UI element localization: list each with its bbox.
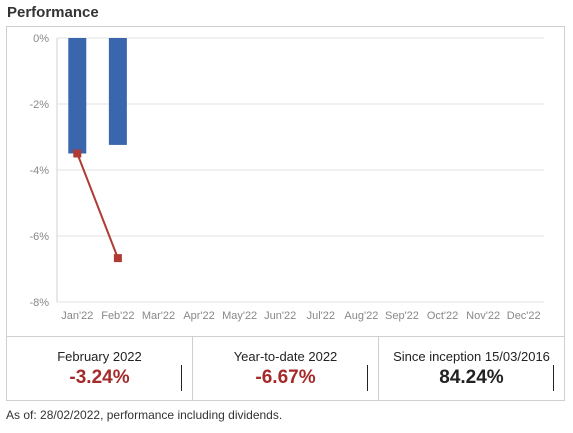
performance-chart: 0% -2% -4% -6% -8% Jan'22 Feb'22 Mar'22 Apr'22 Ma… [7, 27, 564, 336]
performance-panel: 0% -2% -4% -6% -8% Jan'22 Feb'22 Mar'22 Apr'22 Ma… [6, 26, 565, 401]
stat-month: February 2022 -3.24% [7, 337, 192, 401]
series-line [76, 153, 119, 259]
stat-divider [367, 365, 368, 391]
x-tick-label: Jul'22 [307, 310, 335, 322]
x-tick-label: Sep'22 [385, 310, 419, 322]
x-tick-label: Jun'22 [264, 310, 296, 322]
line-point [113, 254, 122, 263]
bar [68, 38, 87, 154]
stat-inception: Since inception 15/03/2016 84.24% [378, 337, 564, 401]
stat-divider [181, 365, 182, 391]
footnote: As of: 28/02/2022, performance including… [6, 408, 283, 422]
chart-title: Performance [7, 4, 99, 21]
stat-ytd-label: Year-to-date 2022 [233, 349, 338, 364]
x-tick-label: Nov'22 [466, 310, 500, 322]
x-tick-label: May'22 [222, 310, 257, 322]
x-tick-label: Apr'22 [183, 310, 214, 322]
stat-month-label: February 2022 [57, 349, 142, 364]
x-tick-label: Feb'22 [101, 310, 134, 322]
stat-ytd-value: -6.67% [255, 367, 316, 388]
stats-row: February 2022 -3.24% Year-to-date 2022 -… [7, 336, 564, 401]
stat-inception-label: Since inception 15/03/2016 [393, 349, 550, 364]
bar [108, 38, 127, 145]
stat-divider [553, 365, 554, 391]
chart-svg: 0% -2% -4% -6% -8% Jan'22 Feb'22 Mar'22 Apr'22 Ma… [29, 33, 544, 322]
line-point [73, 149, 82, 158]
x-tick-label: Aug'22 [344, 310, 378, 322]
stat-ytd: Year-to-date 2022 -6.67% [192, 337, 378, 401]
stat-month-value: -3.24% [69, 367, 130, 388]
stat-inception-value: 84.24% [439, 367, 504, 388]
x-tick-label: Mar'22 [142, 310, 175, 322]
y-tick-label: 0% [33, 33, 49, 45]
x-tick-label: Dec'22 [507, 310, 541, 322]
y-tick-label: -2% [29, 99, 49, 111]
y-tick-label: -4% [29, 165, 49, 177]
x-tick-label: Jan'22 [61, 310, 93, 322]
y-tick-label: -8% [29, 297, 49, 309]
x-tick-label: Oct'22 [427, 310, 458, 322]
y-tick-label: -6% [29, 231, 49, 243]
